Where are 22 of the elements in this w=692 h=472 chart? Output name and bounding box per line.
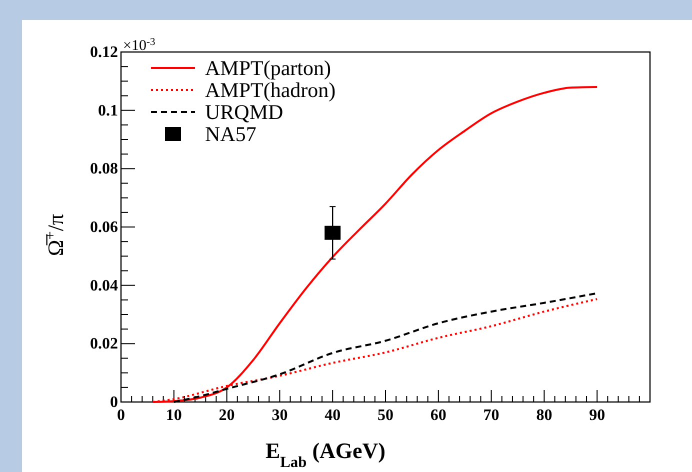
x-tick-label: 60 bbox=[430, 407, 446, 424]
x-tick-label: 20 bbox=[218, 407, 235, 424]
y-tick-label: 0.12 bbox=[90, 44, 118, 61]
x-tick-label: 50 bbox=[378, 407, 394, 424]
y-tick-label: 0.08 bbox=[90, 160, 118, 178]
y-tick-label: 0 bbox=[110, 394, 118, 411]
y-tick-label: 0.06 bbox=[90, 219, 118, 236]
x-tick-label: 10 bbox=[166, 407, 182, 424]
annotation: ×10$^{-3}$ bbox=[123, 36, 156, 54]
y-tick-label: 0.04 bbox=[90, 277, 118, 294]
legend-label: AMPT(parton) bbox=[205, 56, 331, 80]
legend-label: AMPT(hadron) bbox=[205, 78, 336, 102]
legend-label: URQMD bbox=[205, 100, 284, 124]
x-tick-label: 90 bbox=[589, 407, 606, 424]
legend-label: NA57 bbox=[205, 122, 256, 146]
x-tick-label: 30 bbox=[272, 407, 288, 424]
x-tick-label: 70 bbox=[483, 407, 500, 424]
x-axis-title: E$_{Lab}$ (AGeV) bbox=[265, 438, 386, 470]
x-tick-label: 80 bbox=[536, 407, 552, 424]
y-tick-label: 0.02 bbox=[90, 336, 118, 353]
y-tick-label: 0.1 bbox=[98, 102, 118, 120]
x-tick-label: 40 bbox=[324, 407, 341, 424]
